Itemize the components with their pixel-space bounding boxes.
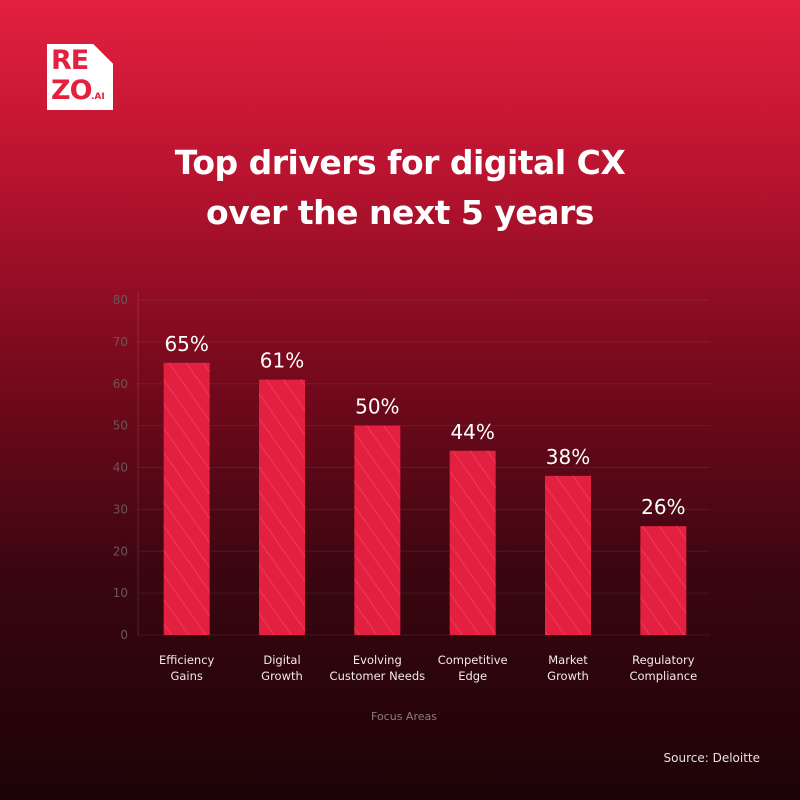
y-tick-label: 50 <box>113 419 128 433</box>
data-label: 26% <box>641 495 685 519</box>
data-label: 38% <box>546 445 590 469</box>
y-tick-label: 20 <box>113 544 128 558</box>
source-note: Source: Deloitte <box>663 751 761 765</box>
x-tick-label: Evolving Customer Needs <box>330 653 426 683</box>
x-axis-ticks: Efficiency Gains Digital Growth Evolving Cust… <box>159 653 697 683</box>
logo-line-2: ZO <box>51 75 93 106</box>
chart-title-line-1: Top drivers for digital CX <box>174 143 626 182</box>
x-tick-label: Efficiency Gains <box>159 653 215 683</box>
y-tick-label: 60 <box>113 377 128 391</box>
bar-hatch <box>163 362 210 635</box>
x-axis-title: Focus Areas <box>371 710 437 723</box>
bar <box>163 362 210 635</box>
bar-hatch <box>449 450 496 635</box>
data-label: 50% <box>355 395 399 419</box>
x-tick-label: Market Growth <box>547 653 589 683</box>
bar <box>259 379 305 635</box>
x-tick-label: Competitive Edge <box>438 653 508 683</box>
y-tick-label: 80 <box>113 293 128 307</box>
x-tick-label: Regulatory Compliance <box>629 653 697 683</box>
logo-suffix: .AI <box>91 92 105 102</box>
bar-hatch <box>640 526 687 635</box>
y-tick-label: 70 <box>113 335 128 349</box>
chart-title-line-2: over the next 5 years <box>206 193 594 232</box>
y-tick-label: 10 <box>113 586 128 600</box>
y-axis: 0 10 20 30 40 50 60 70 80 <box>113 292 139 642</box>
bar <box>545 475 591 635</box>
rezo-logo: RE ZO .AI <box>47 44 113 110</box>
y-tick-label: 0 <box>120 628 128 642</box>
logo-line-1: RE <box>51 45 89 76</box>
bar <box>354 425 401 635</box>
bar <box>449 450 496 635</box>
y-tick-label: 30 <box>113 502 128 516</box>
data-label: 65% <box>164 332 208 356</box>
bar-hatch <box>259 379 305 635</box>
data-label: 61% <box>260 349 304 373</box>
data-label: 44% <box>450 420 494 444</box>
grid-lines <box>138 299 710 636</box>
data-labels: 65% 61% 50% 44% 38% 26% <box>164 332 685 519</box>
bar-hatch <box>545 475 591 635</box>
bar-hatch <box>354 425 401 635</box>
y-tick-label: 40 <box>113 461 128 475</box>
bars <box>163 362 687 635</box>
x-tick-label: Digital Growth <box>261 653 303 683</box>
bar <box>640 526 687 635</box>
